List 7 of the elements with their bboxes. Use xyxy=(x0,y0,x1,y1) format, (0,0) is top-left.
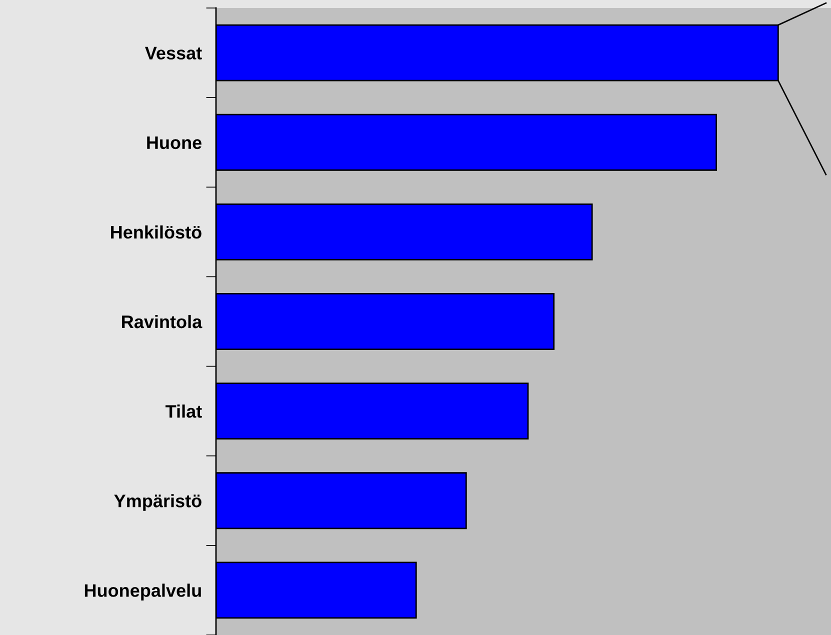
y-tick-label: Huone xyxy=(147,136,202,150)
y-tick-label: Tilat xyxy=(166,404,202,418)
y-tick-label: Vessat xyxy=(145,46,202,60)
y-tick-label: Ympäristö xyxy=(114,494,202,511)
y-tick-label: Ravintola xyxy=(122,314,202,328)
y-tick-label: Huonepalvelu xyxy=(84,584,201,601)
y-tick-label: Henkilöstö xyxy=(111,225,202,239)
